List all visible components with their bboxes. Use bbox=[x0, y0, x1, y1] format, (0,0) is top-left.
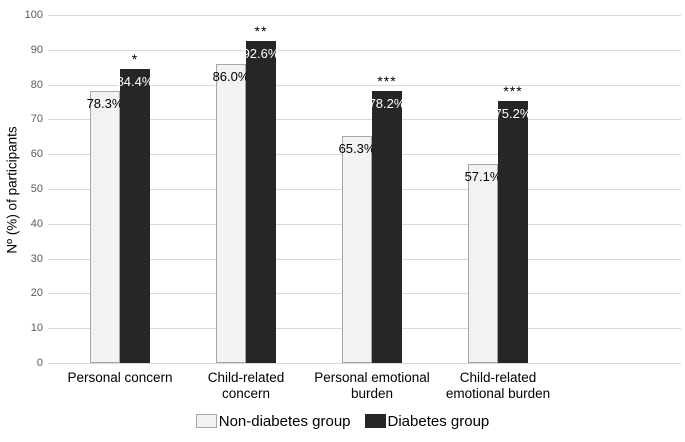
bar-value-label: 65.3% bbox=[338, 140, 376, 156]
y-tick-label-20: 20 bbox=[30, 287, 43, 300]
bar-value-label: 84.4% bbox=[116, 74, 154, 90]
y-tick-label-100: 100 bbox=[24, 9, 43, 21]
bar-value-label: 75.2% bbox=[494, 106, 532, 122]
x-category-label-1: Personal concern bbox=[67, 370, 173, 385]
bar-value-label: 78.2% bbox=[368, 95, 406, 111]
y-tick-label-10: 10 bbox=[30, 322, 43, 335]
bar-non-diabetes-4: 57.1% bbox=[465, 164, 501, 363]
y-tick-label-50: 50 bbox=[30, 183, 43, 195]
y-axis: 0 10 20 30 40 50 60 70 80 90 100 bbox=[0, 9, 43, 369]
y-tick-label-30: 30 bbox=[30, 252, 43, 265]
plot-area: 78.3% 84.4% * 86.0% 92.6% ** 65.3% 78.2% *** 57.1… bbox=[48, 15, 681, 364]
legend-swatch-icon bbox=[364, 414, 386, 428]
bar-value-label: 92.6% bbox=[242, 45, 280, 61]
x-axis-labels: Personal concern Child-related concern Per… bbox=[48, 370, 681, 406]
bar-value-label: 57.1% bbox=[464, 169, 502, 185]
gridline-80 bbox=[48, 84, 681, 86]
x-category-label-3: Personal emotional burden bbox=[314, 370, 430, 402]
gridline-90 bbox=[48, 49, 681, 51]
gridline-70 bbox=[48, 119, 681, 121]
significance-marker-2: ** bbox=[254, 22, 268, 39]
legend-label: Diabetes group bbox=[387, 412, 490, 430]
y-tick-label-0: 0 bbox=[36, 357, 43, 369]
y-tick-label-70: 70 bbox=[30, 113, 43, 126]
x-category-label-4: Child-related emotional burden bbox=[445, 370, 551, 402]
legend-swatch-icon bbox=[195, 414, 217, 428]
gridline-0 bbox=[48, 363, 681, 364]
x-category-label-2: Child-related concern bbox=[207, 370, 285, 402]
bar-non-diabetes-3: 65.3% bbox=[339, 135, 375, 363]
bar-group-3: 65.3% 78.2% *** bbox=[309, 15, 435, 363]
bar-non-diabetes-1: 78.3% bbox=[87, 90, 123, 363]
bar-group-2: 86.0% 92.6% ** bbox=[183, 15, 309, 363]
significance-marker-3: *** bbox=[377, 72, 397, 89]
legend-item-non-diabetes: Non-diabetes group bbox=[195, 412, 351, 430]
bar-value-label: 86.0% bbox=[212, 68, 250, 84]
bar-diabetes-1: 84.4% bbox=[117, 69, 153, 363]
bar-group-1: 78.3% 84.4% * bbox=[57, 15, 183, 363]
y-tick-label-90: 90 bbox=[30, 43, 43, 56]
bar-diabetes-3: 78.2% bbox=[369, 90, 405, 363]
significance-marker-4: *** bbox=[503, 83, 523, 100]
legend: Non-diabetes group Diabetes group bbox=[0, 408, 685, 434]
y-tick-label-40: 40 bbox=[30, 217, 43, 230]
bar-diabetes-2: 92.6% bbox=[243, 40, 279, 363]
bar-diabetes-4: 75.2% bbox=[495, 101, 531, 363]
legend-label: Non-diabetes group bbox=[218, 412, 351, 430]
gridline-100 bbox=[48, 15, 681, 16]
bar-value-label: 78.3% bbox=[86, 95, 124, 111]
y-tick-label-60: 60 bbox=[30, 148, 43, 161]
legend-item-diabetes: Diabetes group bbox=[364, 412, 490, 430]
y-tick-label-80: 80 bbox=[30, 78, 43, 91]
bar-non-diabetes-2: 86.0% bbox=[213, 63, 249, 363]
significance-marker-1: * bbox=[131, 51, 139, 68]
bar-group-4: 57.1% 75.2% *** bbox=[435, 15, 561, 363]
